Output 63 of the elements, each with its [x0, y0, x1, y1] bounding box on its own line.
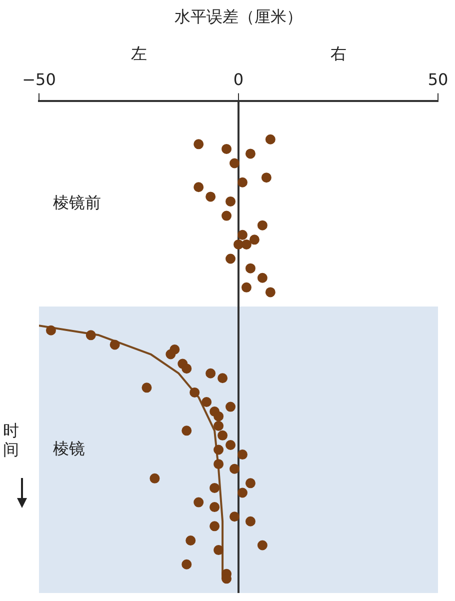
point [230, 158, 240, 168]
point [257, 272, 268, 283]
point [218, 373, 228, 384]
point [190, 387, 200, 398]
text: 左 [130, 44, 147, 64]
point [245, 478, 256, 488]
point [257, 220, 268, 230]
point [245, 148, 256, 159]
point [194, 182, 204, 192]
point [245, 263, 256, 274]
x-tick-label: −50 [22, 70, 56, 89]
point [214, 420, 224, 431]
point [241, 282, 252, 292]
point [265, 134, 276, 144]
y-axis-title: 时间 [3, 421, 19, 460]
band-label: 棱镜 [53, 438, 85, 458]
point [230, 464, 240, 474]
point [202, 397, 212, 408]
point [226, 440, 236, 450]
point [142, 382, 152, 393]
point [226, 254, 236, 264]
x-tick-label: 50 [428, 70, 448, 89]
point [237, 177, 248, 188]
point [110, 340, 120, 350]
point [241, 239, 252, 250]
point [210, 482, 220, 493]
point [237, 488, 248, 498]
point [214, 459, 224, 470]
point [210, 521, 220, 532]
point [218, 430, 228, 440]
x-tick-label: 0 [233, 70, 244, 89]
point [226, 402, 236, 412]
point [249, 234, 260, 245]
point [265, 287, 276, 298]
point [237, 450, 248, 460]
point [166, 349, 176, 360]
point [210, 502, 220, 512]
point [182, 426, 192, 436]
point [245, 516, 256, 526]
point [86, 330, 96, 340]
point [222, 210, 232, 221]
point [261, 172, 272, 183]
point [214, 444, 224, 455]
point [230, 512, 240, 522]
point [237, 230, 248, 240]
point [222, 144, 232, 154]
point [182, 559, 192, 570]
point [206, 368, 216, 378]
point [194, 497, 204, 508]
point [46, 325, 56, 336]
point [214, 411, 224, 422]
point [206, 192, 216, 202]
point [186, 535, 196, 546]
point [150, 473, 160, 484]
annotation: 棱镜前 [53, 193, 101, 212]
point [234, 239, 244, 250]
point [257, 540, 268, 550]
text: 右 [330, 44, 346, 64]
point [226, 196, 236, 206]
point [194, 139, 204, 150]
point [214, 545, 224, 556]
x-axis-title: 水平误差（厘米） [174, 7, 302, 26]
point [182, 364, 192, 374]
